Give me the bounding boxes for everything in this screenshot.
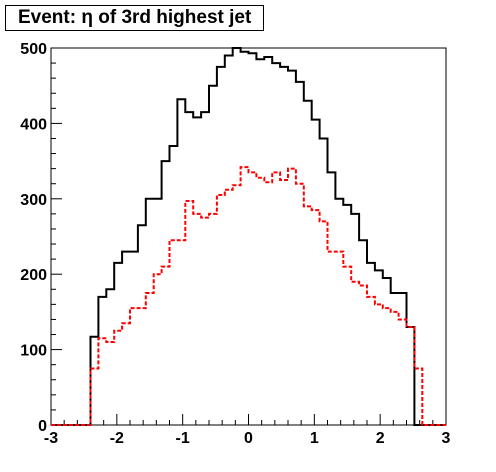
series-layer: [51, 47, 446, 426]
y-tick-label: 400: [20, 116, 47, 133]
x-tick-label: 3: [442, 430, 451, 447]
y-tick-label: 200: [20, 267, 47, 284]
y-tick-label: 300: [20, 192, 47, 209]
chart-title: Event: η of 3rd highest jet: [5, 5, 265, 31]
x-tick-label: 0: [244, 430, 253, 447]
axes: -3 -2 -1 0 1 2 3 0 100 200 300 400 500: [20, 41, 450, 447]
plot-frame: [50, 47, 447, 426]
y-tick-label: 500: [20, 41, 47, 58]
x-tick-label: 1: [310, 430, 319, 447]
x-tick-label: -1: [176, 430, 190, 447]
series-1-line: [51, 166, 446, 426]
x-tick-label: 2: [376, 430, 385, 447]
y-tick-label: 100: [20, 343, 47, 360]
x-tick-label: -2: [110, 430, 124, 447]
series-0-line: [51, 47, 446, 426]
y-tick-label: 0: [38, 418, 47, 435]
x-tick-label: -3: [44, 430, 58, 447]
